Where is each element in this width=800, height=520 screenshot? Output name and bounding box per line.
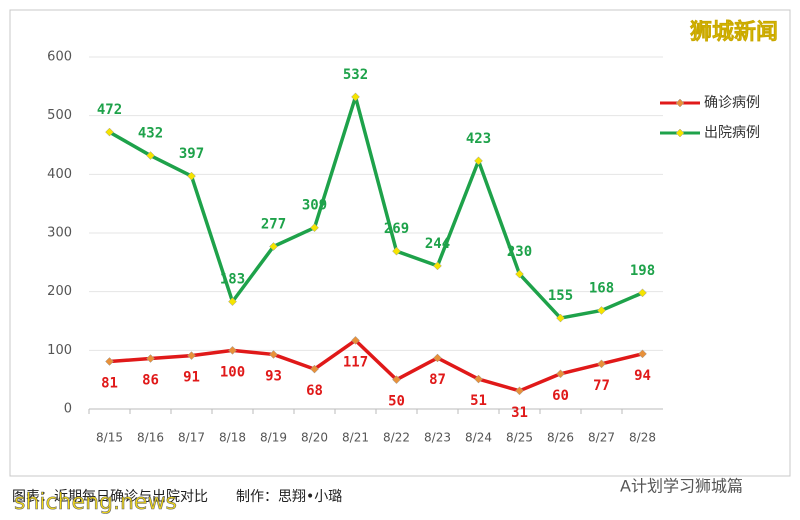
x-tick-label: 8/15 bbox=[96, 431, 123, 445]
data-label: 183 bbox=[220, 272, 245, 288]
marker bbox=[474, 156, 483, 166]
y-tick-label: 0 bbox=[64, 402, 72, 417]
marker bbox=[228, 345, 237, 355]
y-tick-label: 100 bbox=[47, 343, 72, 358]
data-label: 269 bbox=[384, 221, 409, 237]
marker bbox=[515, 386, 524, 396]
marker bbox=[187, 351, 196, 360]
marker bbox=[146, 151, 155, 160]
x-tick-label: 8/20 bbox=[301, 431, 328, 445]
marker bbox=[556, 369, 565, 379]
data-label: 91 bbox=[183, 370, 200, 386]
data-label: 68 bbox=[306, 383, 323, 399]
y-tick-label: 500 bbox=[47, 108, 72, 123]
watermark: 狮城新闻 bbox=[690, 19, 778, 45]
marker bbox=[392, 246, 401, 256]
data-label: 277 bbox=[261, 216, 286, 232]
marker bbox=[351, 336, 360, 345]
data-label: 309 bbox=[302, 198, 327, 214]
x-tick-label: 8/27 bbox=[588, 431, 615, 445]
marker bbox=[597, 306, 606, 315]
marker bbox=[638, 288, 647, 298]
x-tick-label: 8/26 bbox=[547, 431, 574, 445]
x-tick-label: 8/28 bbox=[629, 431, 656, 445]
marker bbox=[351, 92, 360, 102]
x-tick-label: 8/16 bbox=[137, 431, 164, 445]
legend-label: 出院病例 bbox=[704, 125, 760, 141]
data-label: 86 bbox=[142, 373, 159, 389]
x-tick-label: 8/23 bbox=[424, 431, 451, 445]
marker bbox=[310, 223, 319, 233]
data-label: 472 bbox=[97, 102, 122, 118]
marker bbox=[310, 364, 319, 374]
marker bbox=[597, 359, 606, 369]
data-label: 397 bbox=[179, 146, 204, 162]
data-label: 230 bbox=[507, 244, 532, 260]
marker bbox=[392, 375, 401, 385]
legend-label: 确诊病例 bbox=[704, 95, 760, 111]
series-line bbox=[109, 338, 643, 393]
marker bbox=[269, 242, 278, 251]
marker bbox=[638, 349, 647, 359]
data-label: 50 bbox=[388, 394, 405, 410]
data-label: 93 bbox=[265, 368, 282, 384]
marker bbox=[105, 127, 114, 137]
data-label: 31 bbox=[511, 405, 528, 421]
data-label: 100 bbox=[220, 364, 245, 380]
data-label: 81 bbox=[101, 375, 118, 391]
data-label: 198 bbox=[630, 263, 655, 279]
marker bbox=[474, 374, 483, 384]
marker bbox=[433, 261, 442, 271]
marker bbox=[187, 171, 196, 181]
marker bbox=[515, 269, 524, 279]
legend-marker bbox=[675, 128, 685, 138]
data-label: 94 bbox=[634, 368, 651, 384]
marker bbox=[105, 357, 114, 366]
y-tick-label: 300 bbox=[47, 226, 72, 241]
x-tick-label: 8/24 bbox=[465, 431, 492, 445]
data-label: 168 bbox=[589, 280, 614, 296]
x-tick-label: 8/22 bbox=[383, 431, 410, 445]
marker bbox=[269, 350, 278, 359]
legend-marker bbox=[675, 98, 685, 108]
y-tick-label: 400 bbox=[47, 167, 72, 182]
y-tick-label: 600 bbox=[47, 50, 72, 65]
data-label: 155 bbox=[548, 288, 573, 304]
chart-frame bbox=[9, 9, 791, 477]
data-label: 117 bbox=[343, 354, 368, 370]
marker bbox=[433, 353, 442, 363]
data-label: 432 bbox=[138, 126, 163, 142]
watermark: shicheng.news bbox=[14, 490, 177, 515]
watermark: A计划学习狮城篇 bbox=[620, 477, 743, 496]
x-tick-label: 8/21 bbox=[342, 431, 369, 445]
series-line bbox=[108, 95, 644, 320]
data-label: 532 bbox=[343, 67, 368, 83]
marker bbox=[228, 297, 237, 306]
marker bbox=[146, 354, 155, 363]
data-label: 244 bbox=[425, 236, 450, 252]
x-tick-label: 8/18 bbox=[219, 431, 246, 445]
data-label: 87 bbox=[429, 372, 446, 388]
data-label: 423 bbox=[466, 131, 491, 147]
x-tick-label: 8/19 bbox=[260, 431, 287, 445]
data-label: 51 bbox=[470, 393, 487, 409]
x-tick-label: 8/25 bbox=[506, 431, 533, 445]
marker bbox=[556, 313, 565, 323]
x-tick-label: 8/17 bbox=[178, 431, 205, 445]
caption: 图表：近期每日确诊与出院对比 制作：思翔•小璐 bbox=[12, 489, 342, 505]
y-tick-label: 200 bbox=[47, 284, 72, 299]
data-label: 60 bbox=[552, 388, 569, 404]
data-label: 77 bbox=[593, 378, 610, 394]
